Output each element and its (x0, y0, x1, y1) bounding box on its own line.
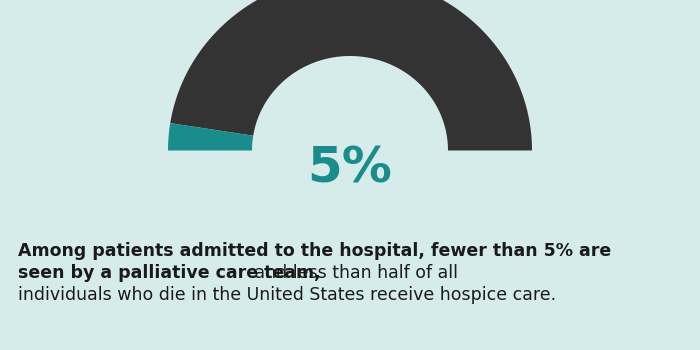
Text: 5%: 5% (307, 144, 393, 192)
Text: and less than half of all: and less than half of all (248, 264, 458, 282)
Text: individuals who die in the United States receive hospice care.: individuals who die in the United States… (18, 286, 556, 304)
Polygon shape (168, 123, 253, 150)
Polygon shape (170, 0, 532, 150)
Text: Among patients admitted to the hospital, fewer than 5% are: Among patients admitted to the hospital,… (18, 242, 611, 260)
Text: seen by a palliative care team,: seen by a palliative care team, (18, 264, 321, 282)
